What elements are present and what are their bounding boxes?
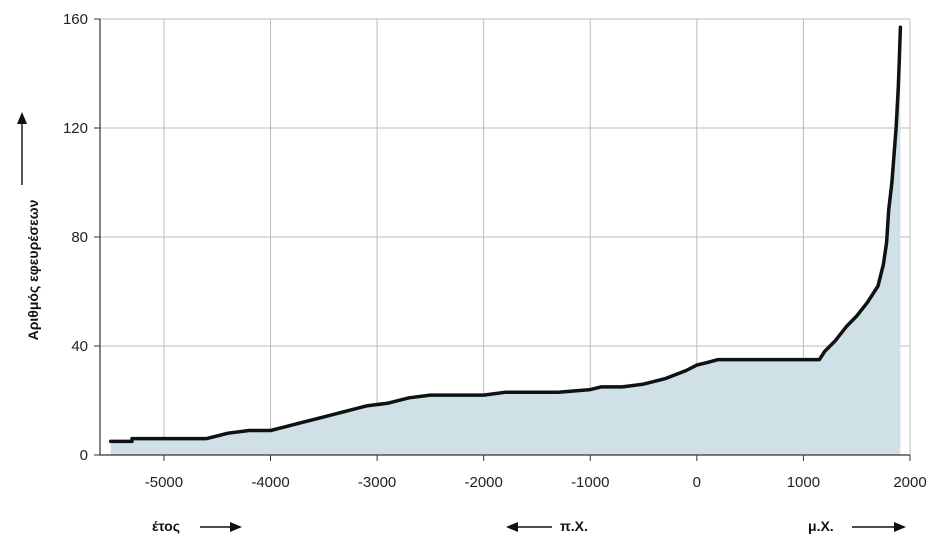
y-tick-label: 80 — [71, 229, 88, 246]
bc-arrow — [506, 522, 552, 532]
tick-labels: -5000 -4000 -3000 -2000 -1000 0 1000 2000 0 40 80 1… — [63, 11, 927, 491]
year-arrow — [200, 522, 242, 532]
bc-label: π.Χ. — [560, 518, 588, 534]
y-axis-label: Αριθμός εφευρέσεων — [25, 199, 41, 340]
x-tick-label: -2000 — [464, 474, 502, 491]
ad-label: μ.Χ. — [808, 518, 834, 534]
x-tick-label: -4000 — [251, 474, 289, 491]
y-tick-label: 120 — [63, 120, 88, 137]
x-tick-label: -3000 — [358, 474, 396, 491]
y-tick-label: 160 — [63, 11, 88, 28]
x-tick-label: -1000 — [571, 474, 609, 491]
ad-arrow — [852, 522, 906, 532]
year-label: έτος — [152, 518, 180, 534]
series-line — [108, 25, 903, 444]
x-tick-label: 2000 — [893, 474, 926, 491]
x-tick-label: 0 — [693, 474, 701, 491]
area-fill — [110, 27, 901, 455]
y-tick-label: 0 — [80, 447, 88, 464]
x-tick-label: -5000 — [145, 474, 183, 491]
y-tick-label: 40 — [71, 338, 88, 355]
axes — [94, 18, 911, 461]
x-tick-label: 1000 — [787, 474, 820, 491]
y-axis-arrow — [17, 112, 27, 185]
area-layer — [108, 25, 903, 455]
